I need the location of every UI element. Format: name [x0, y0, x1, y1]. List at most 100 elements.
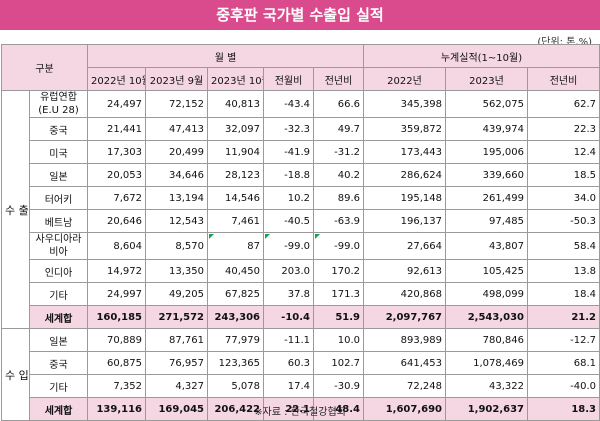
value-cell: 37.8	[263, 282, 314, 306]
value-cell: 12.4	[526, 140, 600, 164]
value-cell: 780,846	[445, 328, 528, 352]
value-cell: 10.0	[313, 328, 364, 352]
table-row: 베트남 20,646 12,543 7,461 -40.5 -63.9 196,137 97,…	[2, 209, 600, 233]
value-cell: 4,327	[145, 374, 208, 398]
value-cell: 18.3	[526, 397, 600, 421]
country-name: 베트남	[29, 209, 88, 233]
country-name: 기타	[29, 282, 88, 306]
value-cell: 17,303	[87, 140, 146, 164]
value-cell: -50.3	[526, 209, 600, 233]
value-cell: 22.3	[526, 117, 600, 141]
table-row: 기타 7,352 4,327 5,078 17.4 -30.9 72,248 43,322 -4…	[2, 374, 600, 398]
value-cell: 1,078,469	[445, 351, 528, 375]
header-cumulative-group: 누계실적(1~10월)	[362, 44, 600, 68]
value-cell: 359,872	[363, 117, 446, 141]
value-cell: 203.0	[263, 259, 314, 283]
value-cell: 12,543	[145, 209, 208, 233]
value-cell: 60.3	[263, 351, 314, 375]
value-cell: -99.0	[313, 232, 364, 260]
value-cell: -99.0	[263, 232, 314, 260]
country-name: 유럽연합(E.U 28)	[29, 90, 88, 118]
value-cell: 893,989	[363, 328, 446, 352]
value-cell: 13,350	[145, 259, 208, 283]
value-cell: 1,607,690	[363, 397, 446, 421]
table-row: 기타 24,997 49,205 67,825 37.8 171.3 420,868 498,…	[2, 282, 600, 306]
country-name: 기타	[29, 374, 88, 398]
value-cell: 40,813	[207, 90, 264, 118]
value-cell: 243,306	[207, 305, 264, 329]
value-cell: 51.9	[313, 305, 364, 329]
value-cell: 10.2	[263, 186, 314, 210]
value-cell: 70,889	[87, 328, 146, 352]
value-cell: 72,152	[145, 90, 208, 118]
value-cell: 20,499	[145, 140, 208, 164]
value-cell: 196,137	[363, 209, 446, 233]
value-cell: 27,664	[363, 232, 446, 260]
value-cell: 13,194	[145, 186, 208, 210]
value-cell: 14,546	[207, 186, 264, 210]
header-col: 2022년	[363, 67, 446, 91]
country-name: 세계합	[29, 305, 88, 329]
value-cell: -12.7	[526, 328, 600, 352]
value-cell: 339,660	[445, 163, 528, 187]
value-cell: 87	[207, 232, 264, 260]
value-cell: 43,807	[445, 232, 528, 260]
value-cell: 18.5	[526, 163, 600, 187]
value-cell: 66.6	[313, 90, 364, 118]
value-cell: -11.1	[263, 328, 314, 352]
value-cell: 5,078	[207, 374, 264, 398]
value-cell: -40.0	[526, 374, 600, 398]
value-cell: 286,624	[363, 163, 446, 187]
value-cell: 21,441	[87, 117, 146, 141]
value-cell: 17.4	[263, 374, 314, 398]
header-col: 전년비	[313, 67, 364, 91]
header-col: 2023년 9월	[145, 67, 208, 91]
country-name: 세계합	[29, 397, 88, 421]
header-month-group: 월 별	[87, 44, 364, 68]
header-col: 2023년 10월	[207, 67, 264, 91]
value-cell: 60,875	[87, 351, 146, 375]
country-name: 중국	[29, 117, 88, 141]
value-cell: 20,646	[87, 209, 146, 233]
value-cell: 21.2	[526, 305, 600, 329]
value-cell: 173,443	[363, 140, 446, 164]
country-name: 터어키	[29, 186, 88, 210]
export-section-label: 수 출	[1, 90, 30, 329]
value-cell: 43,322	[445, 374, 528, 398]
trade-table: 구분 월 별 누계실적(1~10월) 2022년 10월 2023년 9월 20…	[1, 44, 600, 421]
value-cell: -43.4	[263, 90, 314, 118]
value-cell: 28,123	[207, 163, 264, 187]
value-cell: -40.5	[263, 209, 314, 233]
value-cell: 195,006	[445, 140, 528, 164]
value-cell: 2,543,030	[445, 305, 528, 329]
country-name: 일본	[29, 328, 88, 352]
header-col: 2022년 10월	[87, 67, 146, 91]
header-col: 2023년	[445, 67, 528, 91]
value-cell: 641,453	[363, 351, 446, 375]
header-category: 구분	[1, 44, 88, 91]
value-cell: 171.3	[313, 282, 364, 306]
value-cell: 11,904	[207, 140, 264, 164]
value-cell: -63.9	[313, 209, 364, 233]
import-section-label: 수 입	[1, 328, 30, 421]
table-row: 인디아 14,972 13,350 40,450 203.0 170.2 92,613 105…	[2, 259, 600, 283]
value-cell: 261,499	[445, 186, 528, 210]
country-name: 미국	[29, 140, 88, 164]
value-cell: 24,497	[87, 90, 146, 118]
value-cell: 22.1	[263, 397, 314, 421]
value-cell: 48.4	[313, 397, 364, 421]
value-cell: 49,205	[145, 282, 208, 306]
table-row: 사우디아라비아 8,604 8,570 87 -99.0 -99.0 27,664 43,80…	[2, 232, 600, 260]
value-cell: 62.7	[526, 90, 600, 118]
value-cell: -30.9	[313, 374, 364, 398]
table-total-row: 세계합 160,185 271,572 243,306 -10.4 51.9 2,097,7…	[2, 305, 600, 329]
table-row: 수 출 유럽연합(E.U 28) 24,497 72,152 40,813 -43.4 66…	[1, 90, 600, 329]
value-cell: 13.8	[526, 259, 600, 283]
country-name: 중국	[29, 351, 88, 375]
value-cell: 40,450	[207, 259, 264, 283]
value-cell: 47,413	[145, 117, 208, 141]
table-total-row: 세계합 139,116 169,045 206,422 22.1 48.4 1,607,69…	[2, 397, 600, 421]
value-cell: 102.7	[313, 351, 364, 375]
value-cell: 67,825	[207, 282, 264, 306]
value-cell: 14,972	[87, 259, 146, 283]
